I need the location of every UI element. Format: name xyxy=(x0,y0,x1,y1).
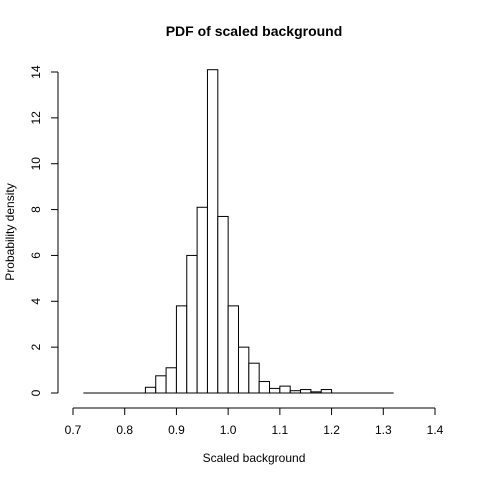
y-tick-label: 4 xyxy=(29,298,43,305)
histogram-bar xyxy=(320,389,333,394)
histogram-bar xyxy=(144,386,157,394)
y-tick-label: 2 xyxy=(29,343,43,350)
x-tick-label: 1.1 xyxy=(272,423,289,437)
x-axis: 0.7 0.8 0.9 1.0 1.1 1.2 1.3 1.4 xyxy=(65,407,444,437)
histogram-bar xyxy=(155,375,167,394)
histogram-bar xyxy=(237,346,250,394)
histogram-bar xyxy=(289,390,302,394)
histogram-bar xyxy=(206,69,219,394)
histogram-bar xyxy=(269,387,281,394)
y-axis: 0 2 4 6 8 10 12 14 xyxy=(29,65,59,396)
histogram-bar xyxy=(165,367,177,394)
histogram-bar xyxy=(279,385,291,394)
y-axis-label: Probability density xyxy=(3,183,17,280)
histogram-bar xyxy=(227,305,239,394)
histogram-bar xyxy=(300,389,312,394)
y-tick-label: 10 xyxy=(29,157,43,171)
x-tick-label: 1.0 xyxy=(220,423,237,437)
histogram-bar xyxy=(217,215,229,394)
chart-title: PDF of scaled background xyxy=(166,23,343,39)
x-tick-label: 0.9 xyxy=(168,423,185,437)
x-tick-label: 0.7 xyxy=(65,423,82,437)
histogram-bar xyxy=(186,254,198,394)
histogram-bar xyxy=(248,362,260,394)
y-tick-label: 12 xyxy=(29,111,43,125)
histogram-bar xyxy=(258,381,271,394)
y-tick-label: 0 xyxy=(29,389,43,396)
y-tick-label: 14 xyxy=(29,65,43,79)
x-axis-label: Scaled background xyxy=(203,451,306,465)
y-tick-label: 8 xyxy=(29,206,43,213)
y-tick-label: 6 xyxy=(29,252,43,259)
x-tick-label: 1.2 xyxy=(323,423,340,437)
histogram-bar xyxy=(196,206,208,394)
x-tick-label: 1.4 xyxy=(427,423,444,437)
bars-group xyxy=(83,69,394,394)
histogram-bar xyxy=(310,391,322,394)
histogram-bar xyxy=(175,305,188,394)
x-tick-label: 0.8 xyxy=(116,423,133,437)
x-tick-label: 1.3 xyxy=(375,423,392,437)
